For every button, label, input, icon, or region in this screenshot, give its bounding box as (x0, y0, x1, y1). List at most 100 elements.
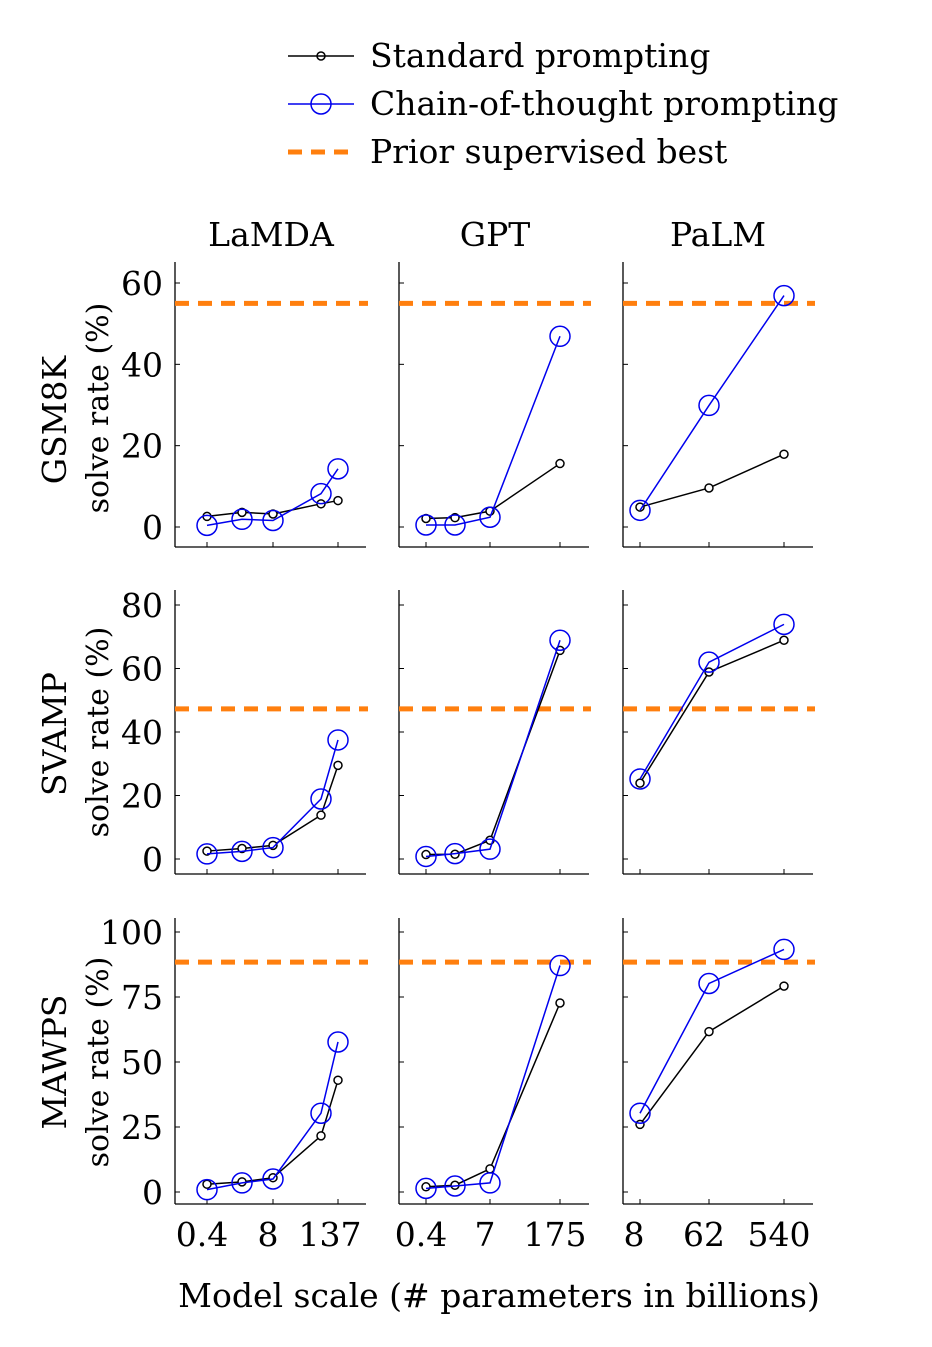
standard-point (635, 502, 645, 512)
cot-point (327, 458, 349, 480)
y-tick-label: 40 (121, 345, 163, 384)
legend-standard-marker (316, 51, 326, 61)
x-tick-label: 8 (624, 1215, 645, 1254)
standard-point (316, 1131, 326, 1141)
panel-gsm8k-gpt (398, 262, 591, 548)
y-tick-label: 40 (121, 713, 163, 752)
standard-point (421, 1182, 431, 1192)
cot-series-line (425, 965, 561, 1190)
standard-point (555, 998, 565, 1008)
standard-point (333, 760, 343, 771)
panel-gsm8k-palm (622, 262, 815, 548)
standard-point (237, 507, 247, 518)
row-ylabel-mawps: solve rate (%) (81, 957, 116, 1168)
x-tick-label: 62 (683, 1215, 725, 1254)
cot-point (262, 836, 284, 859)
cot-point (196, 843, 218, 865)
cot-point (773, 613, 795, 636)
standard-point (635, 1119, 645, 1130)
cot-point (196, 514, 218, 537)
standard-point (421, 849, 431, 860)
panel-mawps-gpt (398, 918, 591, 1205)
standard-series-line (425, 1002, 561, 1188)
y-tick-label: 60 (121, 264, 163, 303)
standard-series-line (639, 453, 785, 508)
col-title-lamda: LaMDA (208, 215, 335, 254)
standard-point (779, 635, 789, 645)
y-tick-label: 25 (121, 1108, 163, 1147)
legend: Standard prompting Chain-of-thought prom… (288, 36, 838, 171)
panel-gsm8k-lamda: 0 20 40 60 (121, 262, 368, 548)
x-tick-label: 7 (475, 1215, 496, 1254)
cot-point (549, 325, 571, 348)
standard-point (202, 1179, 212, 1189)
cot-point (310, 788, 332, 810)
y-tick-label: 0 (142, 840, 163, 879)
standard-point (635, 778, 645, 788)
cot-point (444, 1175, 466, 1197)
standard-point (704, 1026, 714, 1037)
legend-standard-label: Standard prompting (370, 36, 710, 75)
panel-mawps-palm (622, 918, 815, 1205)
row-title-gsm8k: GSM8K (35, 354, 74, 484)
cot-point (415, 514, 437, 536)
cot-point (549, 954, 571, 977)
y-tick-label: 0 (142, 1173, 163, 1212)
cot-point (231, 508, 253, 531)
cot-point (415, 845, 437, 868)
cot-series-line (206, 1041, 339, 1191)
panel-svamp-gpt (398, 590, 591, 875)
cot-point (698, 972, 720, 995)
y-tick-label: 60 (121, 650, 163, 689)
cot-series-line (206, 739, 339, 855)
cot-series-line (425, 640, 561, 858)
row-title-svamp: SVAMP (35, 672, 74, 796)
cot-point (549, 629, 571, 651)
cot-point (310, 482, 332, 505)
standard-point (555, 458, 565, 469)
legend-cot-label: Chain-of-thought prompting (370, 84, 838, 123)
cot-point (262, 1168, 284, 1190)
panel-mawps-lamda: 0 25 50 75 100 (100, 913, 368, 1212)
cot-point (444, 514, 466, 536)
legend-cot-marker (310, 93, 332, 115)
standard-point (333, 1075, 343, 1085)
cot-series-line (426, 336, 561, 526)
cot-series-line (639, 623, 785, 780)
col-title-palm: PaLM (670, 215, 766, 254)
cot-point (327, 1031, 349, 1053)
cot-point (479, 506, 501, 528)
cot-point (262, 509, 284, 532)
row-title-mawps: MAWPS (35, 994, 74, 1129)
y-tick-label: 100 (100, 913, 163, 952)
cot-point (196, 1178, 218, 1201)
col-title-gpt: GPT (460, 215, 531, 254)
y-tick-label: 20 (121, 777, 163, 816)
cot-point (479, 1172, 501, 1194)
standard-point (704, 483, 714, 493)
standard-series-line (639, 639, 785, 784)
cot-point (698, 651, 720, 673)
standard-point (485, 1164, 495, 1174)
standard-series-line (639, 985, 785, 1125)
cot-point (629, 1102, 651, 1124)
x-tick-label: 540 (748, 1215, 811, 1254)
x-tick-labels: 0.4 8 137 0.4 7 175 8 62 540 (176, 1215, 811, 1254)
cot-point (310, 1102, 332, 1124)
cot-point (327, 729, 349, 751)
legend-prior-label: Prior supervised best (370, 132, 727, 171)
cot-point (479, 838, 501, 860)
y-tick-label: 75 (121, 978, 163, 1017)
cot-point (231, 840, 253, 863)
y-tick-label: 20 (121, 427, 163, 466)
x-tick-label: 137 (299, 1215, 362, 1254)
cot-point (231, 1172, 253, 1194)
cot-point (629, 499, 651, 522)
y-tick-label: 0 (142, 508, 163, 547)
cot-point (698, 394, 720, 417)
x-tick-label: 175 (524, 1215, 587, 1254)
cot-point (629, 768, 651, 790)
x-tick-label: 0.4 (395, 1215, 447, 1254)
panel-svamp-lamda: 0 20 40 60 80 (121, 586, 368, 879)
